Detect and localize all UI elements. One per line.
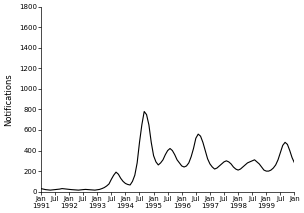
Y-axis label: Notifications: Notifications (4, 73, 13, 125)
